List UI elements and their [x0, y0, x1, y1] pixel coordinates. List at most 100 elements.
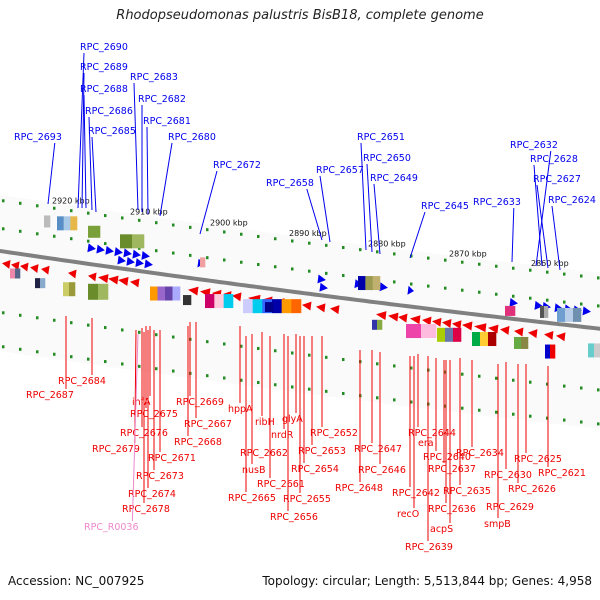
tick-dots-bottom	[240, 378, 243, 382]
domain-block	[69, 282, 76, 297]
domain-block	[243, 299, 253, 314]
gene-label-bottom: nrdR	[271, 430, 294, 441]
gene-label-bottom: glyA	[282, 414, 303, 425]
gene-leader-top	[47, 142, 56, 205]
domain-block	[594, 343, 600, 358]
tick-dots-top	[104, 214, 107, 218]
gene-label-bottom: RPC_2639	[405, 542, 453, 553]
domain-block	[165, 286, 173, 301]
domain-block	[406, 324, 422, 339]
tick-dots-bottom	[274, 383, 277, 387]
domain-block	[437, 327, 446, 342]
gene-leader-top	[306, 188, 323, 241]
tick-dots-lower	[121, 328, 124, 332]
reverse-gene-arrow	[41, 265, 50, 275]
tick-dots-lower	[274, 349, 277, 353]
gene-label-bottom: RPC_2673	[136, 471, 184, 482]
gene-leader-top	[373, 183, 381, 255]
tick-dots-top	[189, 225, 192, 229]
gene-label-bottom: RPC_2671	[148, 453, 196, 464]
tick-dots-mid	[70, 237, 73, 241]
tick-dots-bottom	[308, 387, 311, 391]
tick-dots-top	[325, 243, 328, 247]
tick-dots-mid	[206, 256, 209, 260]
forward-gene-arrow	[117, 255, 126, 265]
tick-dots-bottom	[155, 367, 158, 371]
tick-dots-top	[70, 209, 73, 213]
tick-dots-mid	[580, 302, 583, 306]
tick-dots-top	[359, 248, 362, 252]
tick-dots-lower	[223, 342, 226, 346]
forward-gene-arrow	[144, 259, 153, 269]
domain-block	[365, 276, 373, 291]
tick-dots-mid	[325, 271, 328, 275]
domain-block	[281, 299, 292, 314]
gene-label-bottom: RPC_2634	[456, 448, 504, 459]
gene-label-top: RPC_2683	[130, 72, 178, 83]
gene-label-top: RPC_2649	[370, 173, 418, 184]
reverse-gene-arrow	[514, 327, 524, 337]
domain-block	[172, 286, 181, 301]
tick-dots-top	[138, 218, 141, 222]
tick-dots-lower	[580, 386, 583, 390]
tick-dots-lower	[495, 376, 498, 380]
domain-block	[157, 286, 166, 301]
tick-dots-top	[478, 262, 481, 266]
tick-dots-top	[546, 270, 549, 274]
tick-dots-mid	[257, 263, 260, 267]
gene-label-bottom: RPC_2661	[257, 479, 305, 490]
gene-label-bottom: RPC_2636	[428, 504, 476, 515]
tick-dots-top	[53, 206, 56, 210]
tick-dots-bottom	[597, 422, 600, 426]
domain-block	[252, 299, 263, 314]
scale-label: 2920 kbp	[52, 197, 90, 206]
domain-block	[505, 305, 516, 316]
backbone-line	[0, 248, 600, 331]
tick-dots-top	[274, 237, 277, 241]
tick-dots-bottom	[393, 398, 396, 402]
domain-block	[15, 268, 21, 279]
tick-dots-top	[291, 239, 294, 243]
gene-leader-top	[199, 170, 218, 235]
tick-dots-bottom	[444, 404, 447, 408]
tick-dots-mid	[172, 251, 175, 255]
tick-dots-lower	[206, 340, 209, 344]
domain-block	[63, 282, 70, 297]
tick-dots-bottom	[223, 376, 226, 380]
tick-dots-lower	[257, 347, 260, 351]
gene-label-bottom: RPC_2655	[283, 494, 331, 505]
tick-dots-bottom	[529, 414, 532, 418]
gene-leader-top	[319, 175, 331, 243]
reverse-gene-arrow	[488, 324, 499, 334]
gene-leader-top	[77, 52, 85, 209]
gene-label-bottom: RPC_2644	[408, 428, 456, 439]
gene-label-top: RPC_2651	[357, 132, 405, 143]
tick-dots-lower	[461, 372, 464, 376]
forward-gene-arrow	[554, 303, 563, 313]
tick-dots-top	[257, 235, 260, 239]
domain-block	[557, 307, 566, 322]
tick-dots-bottom	[325, 389, 328, 393]
tick-dots-mid	[478, 290, 481, 294]
domain-block	[358, 276, 366, 291]
gene-leader-top	[88, 116, 93, 211]
gene-leader-top	[91, 136, 97, 213]
tick-dots-mid	[291, 267, 294, 271]
domain-block	[88, 225, 101, 238]
tick-dots-mid	[87, 239, 90, 243]
reverse-gene-arrow	[302, 301, 312, 311]
gene-label-top: RPC_2650	[363, 153, 411, 164]
tick-dots-top	[580, 274, 583, 278]
reverse-gene-arrow	[130, 278, 140, 288]
domain-block	[223, 294, 234, 309]
gene-leader-top	[83, 94, 87, 209]
gene-label-top: RPC_2680	[168, 132, 216, 143]
tick-dots-lower	[512, 378, 515, 382]
gene-label-bottom: RPC_2669	[176, 397, 224, 408]
tick-dots-lower	[478, 374, 481, 378]
tick-dots-mid	[597, 304, 600, 308]
gene-leader-top	[159, 142, 173, 217]
tick-dots-bottom	[580, 420, 583, 424]
forward-gene-arrow	[534, 300, 543, 310]
scale-label: 2880 kbp	[368, 239, 406, 248]
